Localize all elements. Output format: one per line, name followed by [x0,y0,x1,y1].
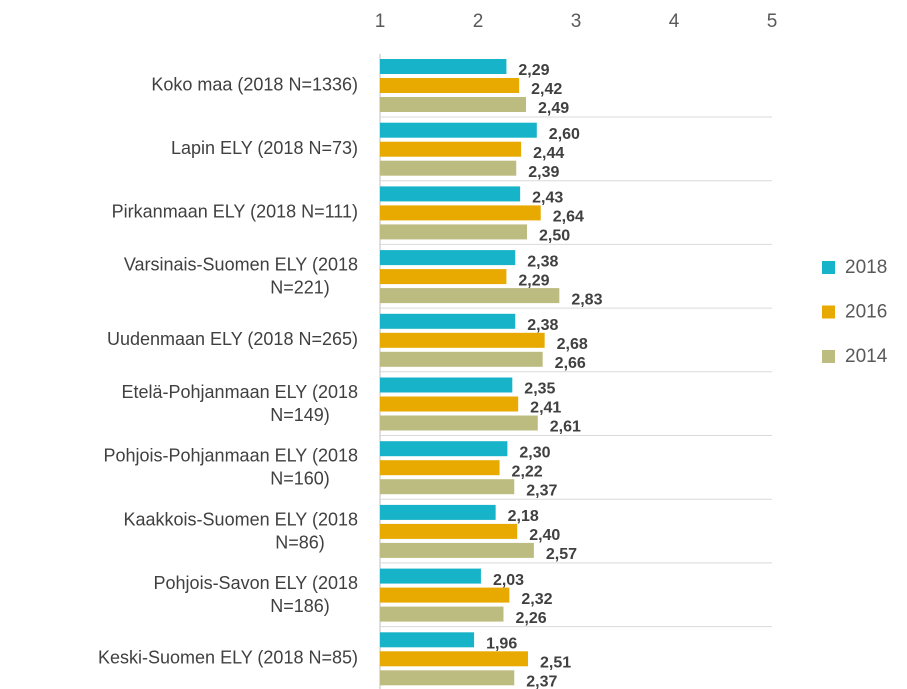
value-label: 2,41 [530,400,561,417]
bar [380,332,545,348]
bar [380,568,481,584]
bar [380,97,527,112]
legend-label: 2016 [845,302,887,323]
category-label: Uudenmaan ELY (2018 N=265) [107,329,358,349]
value-label: 2,40 [529,527,560,544]
value-label: 2,39 [528,164,559,181]
bar [380,351,543,367]
category-label: Keski-Suomen ELY (2018 N=85) [98,648,358,668]
value-label: 2,38 [527,253,558,270]
bar [380,670,515,686]
category-label: Etelä-Pohjanmaan ELY (2018 N=149) [122,382,359,425]
value-label: 1,96 [486,636,517,653]
category-label: Varsinais-Suomen ELY (2018 N=221) [124,254,358,297]
value-label: 2,30 [519,444,550,461]
value-label: 2,18 [508,508,539,525]
value-label: 2,29 [518,62,549,79]
value-label: 2,50 [539,228,570,245]
bar [380,377,513,393]
category-label: Pohjois-Savon ELY (2018 N=186) [154,573,358,616]
bar [380,504,496,520]
bar [380,415,538,431]
bar [380,224,527,240]
bar [380,396,519,412]
value-label: 2,83 [571,291,602,308]
bar [380,205,541,221]
value-label: 2,61 [550,419,581,436]
value-label: 2,37 [526,674,557,689]
value-label: 2,57 [546,546,577,563]
category-label: Koko maa (2018 N=1336) [151,74,358,94]
bar [380,632,475,648]
x-tick-label: 1 [375,11,386,32]
bar [380,460,500,476]
bar [380,122,537,138]
category-label: Lapin ELY (2018 N=73) [171,138,358,158]
value-label: 2,64 [553,209,584,226]
value-label: 2,66 [555,355,586,372]
bar [380,59,507,74]
legend-swatch [822,261,835,274]
x-tick-label: 4 [669,11,680,32]
value-label: 2,29 [518,272,549,289]
value-label: 2,37 [526,482,557,499]
bar [380,288,560,304]
value-label: 2,68 [557,336,588,353]
bar [380,523,518,539]
value-label: 2,26 [515,610,546,627]
category-label: Pohjois-Pohjanmaan ELY (2018 N=160) [103,445,358,488]
value-label: 2,44 [533,145,564,162]
legend-swatch [822,305,835,319]
value-label: 2,43 [532,190,563,207]
bar [380,250,516,266]
value-label: 2,32 [521,591,552,608]
value-label: 2,42 [531,81,562,98]
value-label: 2,22 [512,463,543,480]
bar [380,441,508,457]
x-tick-label: 3 [571,11,582,32]
bar [380,78,520,93]
value-label: 2,60 [549,126,580,143]
x-tick-label: 5 [767,11,778,32]
x-tick-label: 2 [473,11,484,32]
bar [380,269,507,285]
bar [380,479,515,495]
value-label: 2,49 [538,100,569,117]
bar [380,587,510,603]
value-label: 2,35 [524,381,555,398]
value-label: 2,51 [540,655,571,672]
value-label: 2,03 [493,572,524,589]
bar [380,313,516,329]
value-label: 2,38 [527,317,558,334]
bar [380,651,528,667]
legend-label: 2018 [845,257,887,278]
bar [380,160,517,176]
legend-label: 2014 [845,346,888,367]
bar [380,141,522,157]
category-label: Pirkanmaan ELY (2018 N=111) [112,202,358,222]
bar [380,186,521,202]
bar [380,606,504,622]
bar [380,542,534,558]
category-label: Kaakkois-Suomen ELY (2018 N=86) [124,509,358,552]
legend-swatch [822,350,835,363]
